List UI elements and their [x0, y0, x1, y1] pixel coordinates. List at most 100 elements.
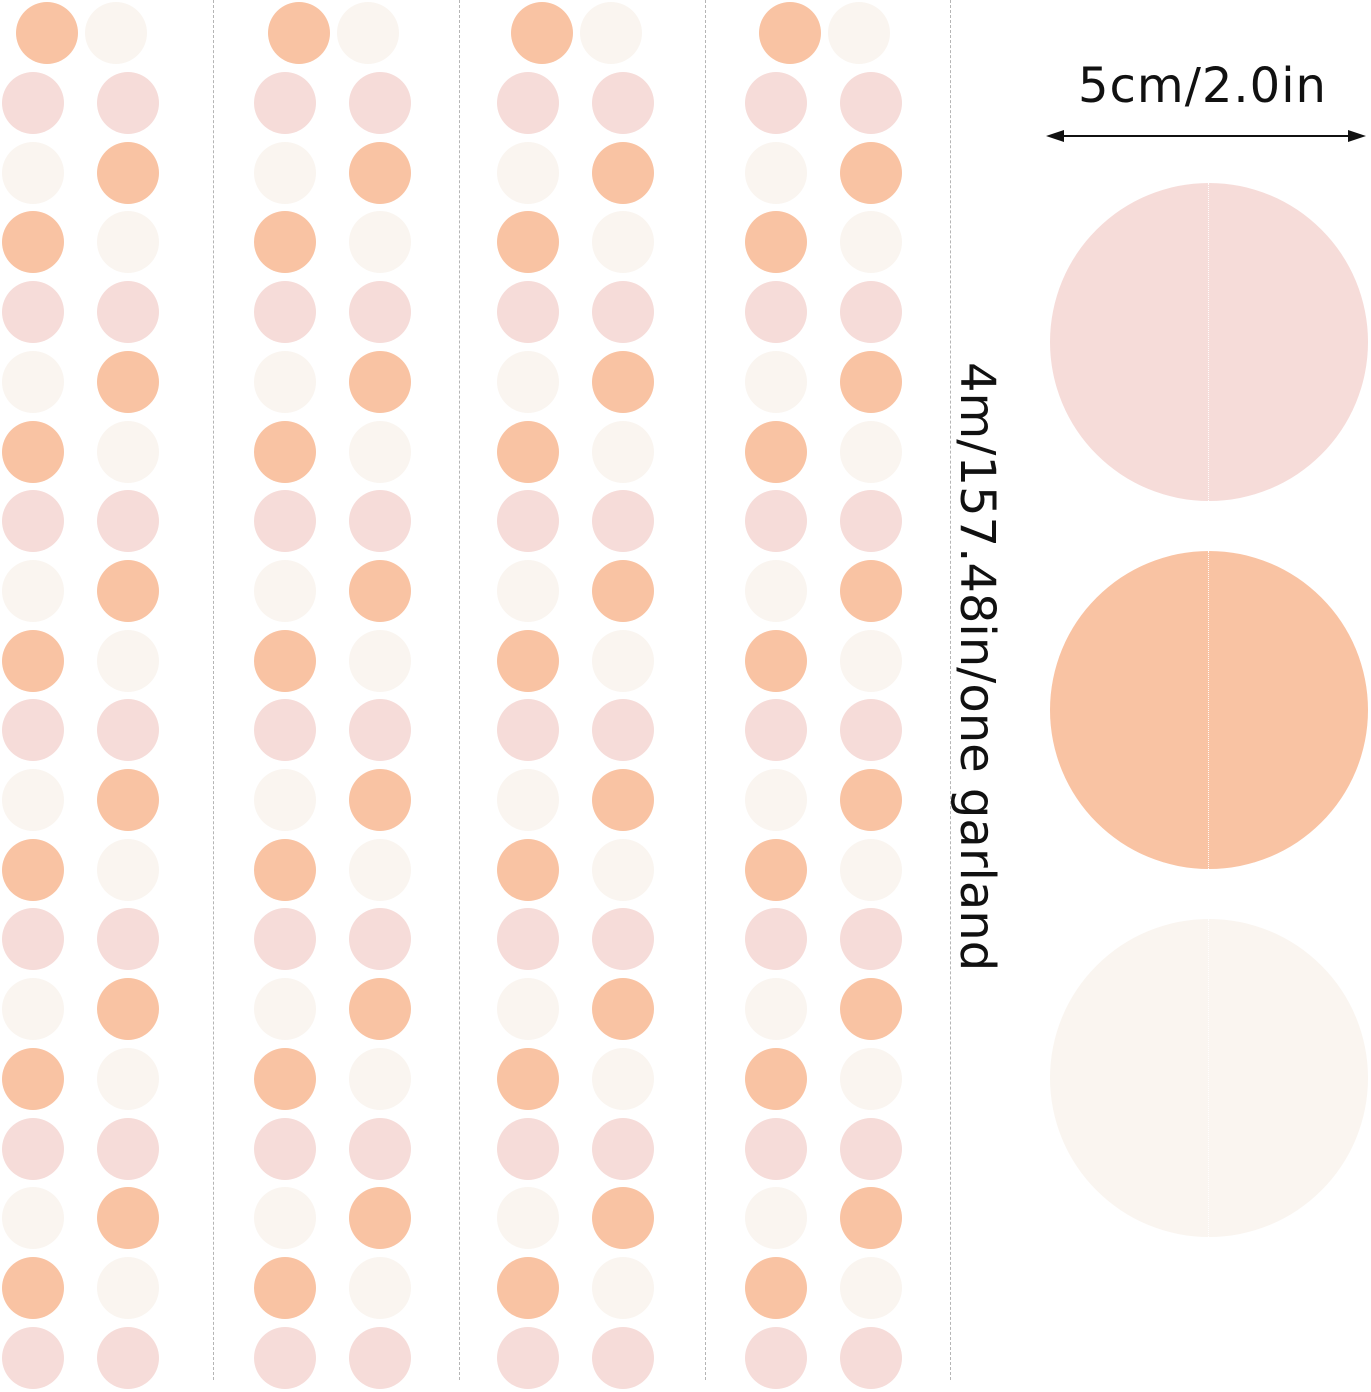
garland-circle-cream [2, 1187, 64, 1250]
garland-circle-cream [254, 559, 316, 622]
garland-circle-pink [497, 1117, 559, 1180]
garland-circle-peach [97, 769, 159, 831]
garland-circle-peach [2, 629, 64, 692]
garland-circle-peach [97, 978, 159, 1041]
garland-circle-cream [349, 1047, 411, 1110]
garland-circle-peach [840, 978, 902, 1041]
garland-circle-pink [349, 1117, 411, 1180]
garland-circle-cream [840, 211, 902, 274]
garland-circle-peach [349, 1187, 411, 1250]
garland-circle-pink [497, 1326, 559, 1389]
garland-circle-peach [840, 559, 902, 622]
garland-circle-cream [337, 2, 399, 64]
garland-circle-pink [840, 1117, 902, 1180]
garland-circle-peach [497, 629, 559, 692]
garland-circle-pink [97, 490, 159, 553]
garland-circle-pink [592, 699, 654, 762]
garland-circle-cream [97, 838, 159, 901]
garland-circle-pink [97, 1117, 159, 1180]
garland-circle-cream [840, 1256, 902, 1319]
garland-circle-peach [268, 2, 330, 64]
garland-circle-peach [497, 1256, 559, 1319]
garland-circle-pink [745, 1326, 807, 1389]
garland-circle-cream [97, 1256, 159, 1319]
garland-circle-pink [497, 72, 559, 134]
garland-circle-peach [759, 2, 821, 64]
garland-circle-peach [254, 838, 316, 901]
garland-circle-cream [254, 141, 316, 204]
garland-circle-peach [840, 141, 902, 204]
garland-circle-pink [2, 908, 64, 971]
garland-circle-peach [497, 211, 559, 274]
garland-circle-pink [254, 1326, 316, 1389]
garland-circle-pink [840, 490, 902, 553]
garland-circle-pink [592, 1326, 654, 1389]
garland-circle-peach [745, 420, 807, 483]
string-seam [1208, 183, 1209, 501]
garland-circle-cream [840, 1047, 902, 1110]
dashed-divider [705, 0, 706, 1380]
garland-circle-cream [592, 838, 654, 901]
garland-circle-pink [592, 72, 654, 134]
garland-circle-pink [745, 281, 807, 344]
string-seam [1208, 551, 1209, 869]
garland-circle-cream [497, 978, 559, 1041]
garland-circle-cream [97, 629, 159, 692]
garland-circle-cream [580, 2, 642, 64]
garland-circle-peach [592, 559, 654, 622]
garland-circle-cream [497, 350, 559, 413]
garland-circle-peach [97, 1187, 159, 1250]
garland-circle-pink [745, 490, 807, 553]
garland-circle-peach [254, 211, 316, 274]
garland-circle-pink [745, 908, 807, 971]
length-label: 4m/157.48in/one garland [949, 362, 1005, 972]
garland-circle-cream [592, 420, 654, 483]
garland-circle-pink [349, 72, 411, 134]
garland-circle-peach [349, 559, 411, 622]
garland-circle-peach [840, 769, 902, 831]
garland-circle-peach [97, 141, 159, 204]
garland-circle-peach [745, 1047, 807, 1110]
garland-circle-cream [2, 978, 64, 1041]
garland-circle-peach [97, 559, 159, 622]
garland-circle-cream [97, 420, 159, 483]
garland-circle-cream [349, 838, 411, 901]
garland-circle-peach [254, 1256, 316, 1319]
garland-circle-pink [349, 699, 411, 762]
garland-circle-cream [745, 769, 807, 831]
garland-circle-peach [511, 2, 573, 64]
garland-circle-peach [497, 1047, 559, 1110]
garland-circle-cream [254, 1187, 316, 1250]
garland-circle-peach [349, 141, 411, 204]
garland-circle-pink [592, 281, 654, 344]
garland-circle-pink [254, 72, 316, 134]
garland-circle-cream [2, 141, 64, 204]
garland-circle-pink [254, 908, 316, 971]
garland-circle-peach [840, 350, 902, 413]
garland-circle-pink [592, 908, 654, 971]
garland-circle-peach [349, 769, 411, 831]
sample-circle-pink [1050, 183, 1368, 501]
garland-circle-pink [2, 72, 64, 134]
garland-circle-cream [254, 769, 316, 831]
garland-circle-cream [85, 2, 147, 64]
garland-circle-pink [840, 908, 902, 971]
dashed-divider [459, 0, 460, 1380]
garland-circle-cream [497, 141, 559, 204]
garland-circle-peach [2, 1256, 64, 1319]
garland-circle-pink [254, 1117, 316, 1180]
garland-circle-cream [349, 1256, 411, 1319]
garland-circle-cream [745, 141, 807, 204]
diameter-label: 5cm/2.0in [1078, 58, 1327, 114]
garland-circle-cream [745, 559, 807, 622]
garland-circle-peach [97, 350, 159, 413]
garland-circle-pink [840, 699, 902, 762]
garland-circle-cream [254, 978, 316, 1041]
garland-circle-peach [349, 350, 411, 413]
garland-circle-peach [2, 211, 64, 274]
garland-circle-pink [840, 72, 902, 134]
garland-circle-pink [592, 490, 654, 553]
garland-circle-cream [840, 629, 902, 692]
garland-circle-peach [840, 1187, 902, 1250]
